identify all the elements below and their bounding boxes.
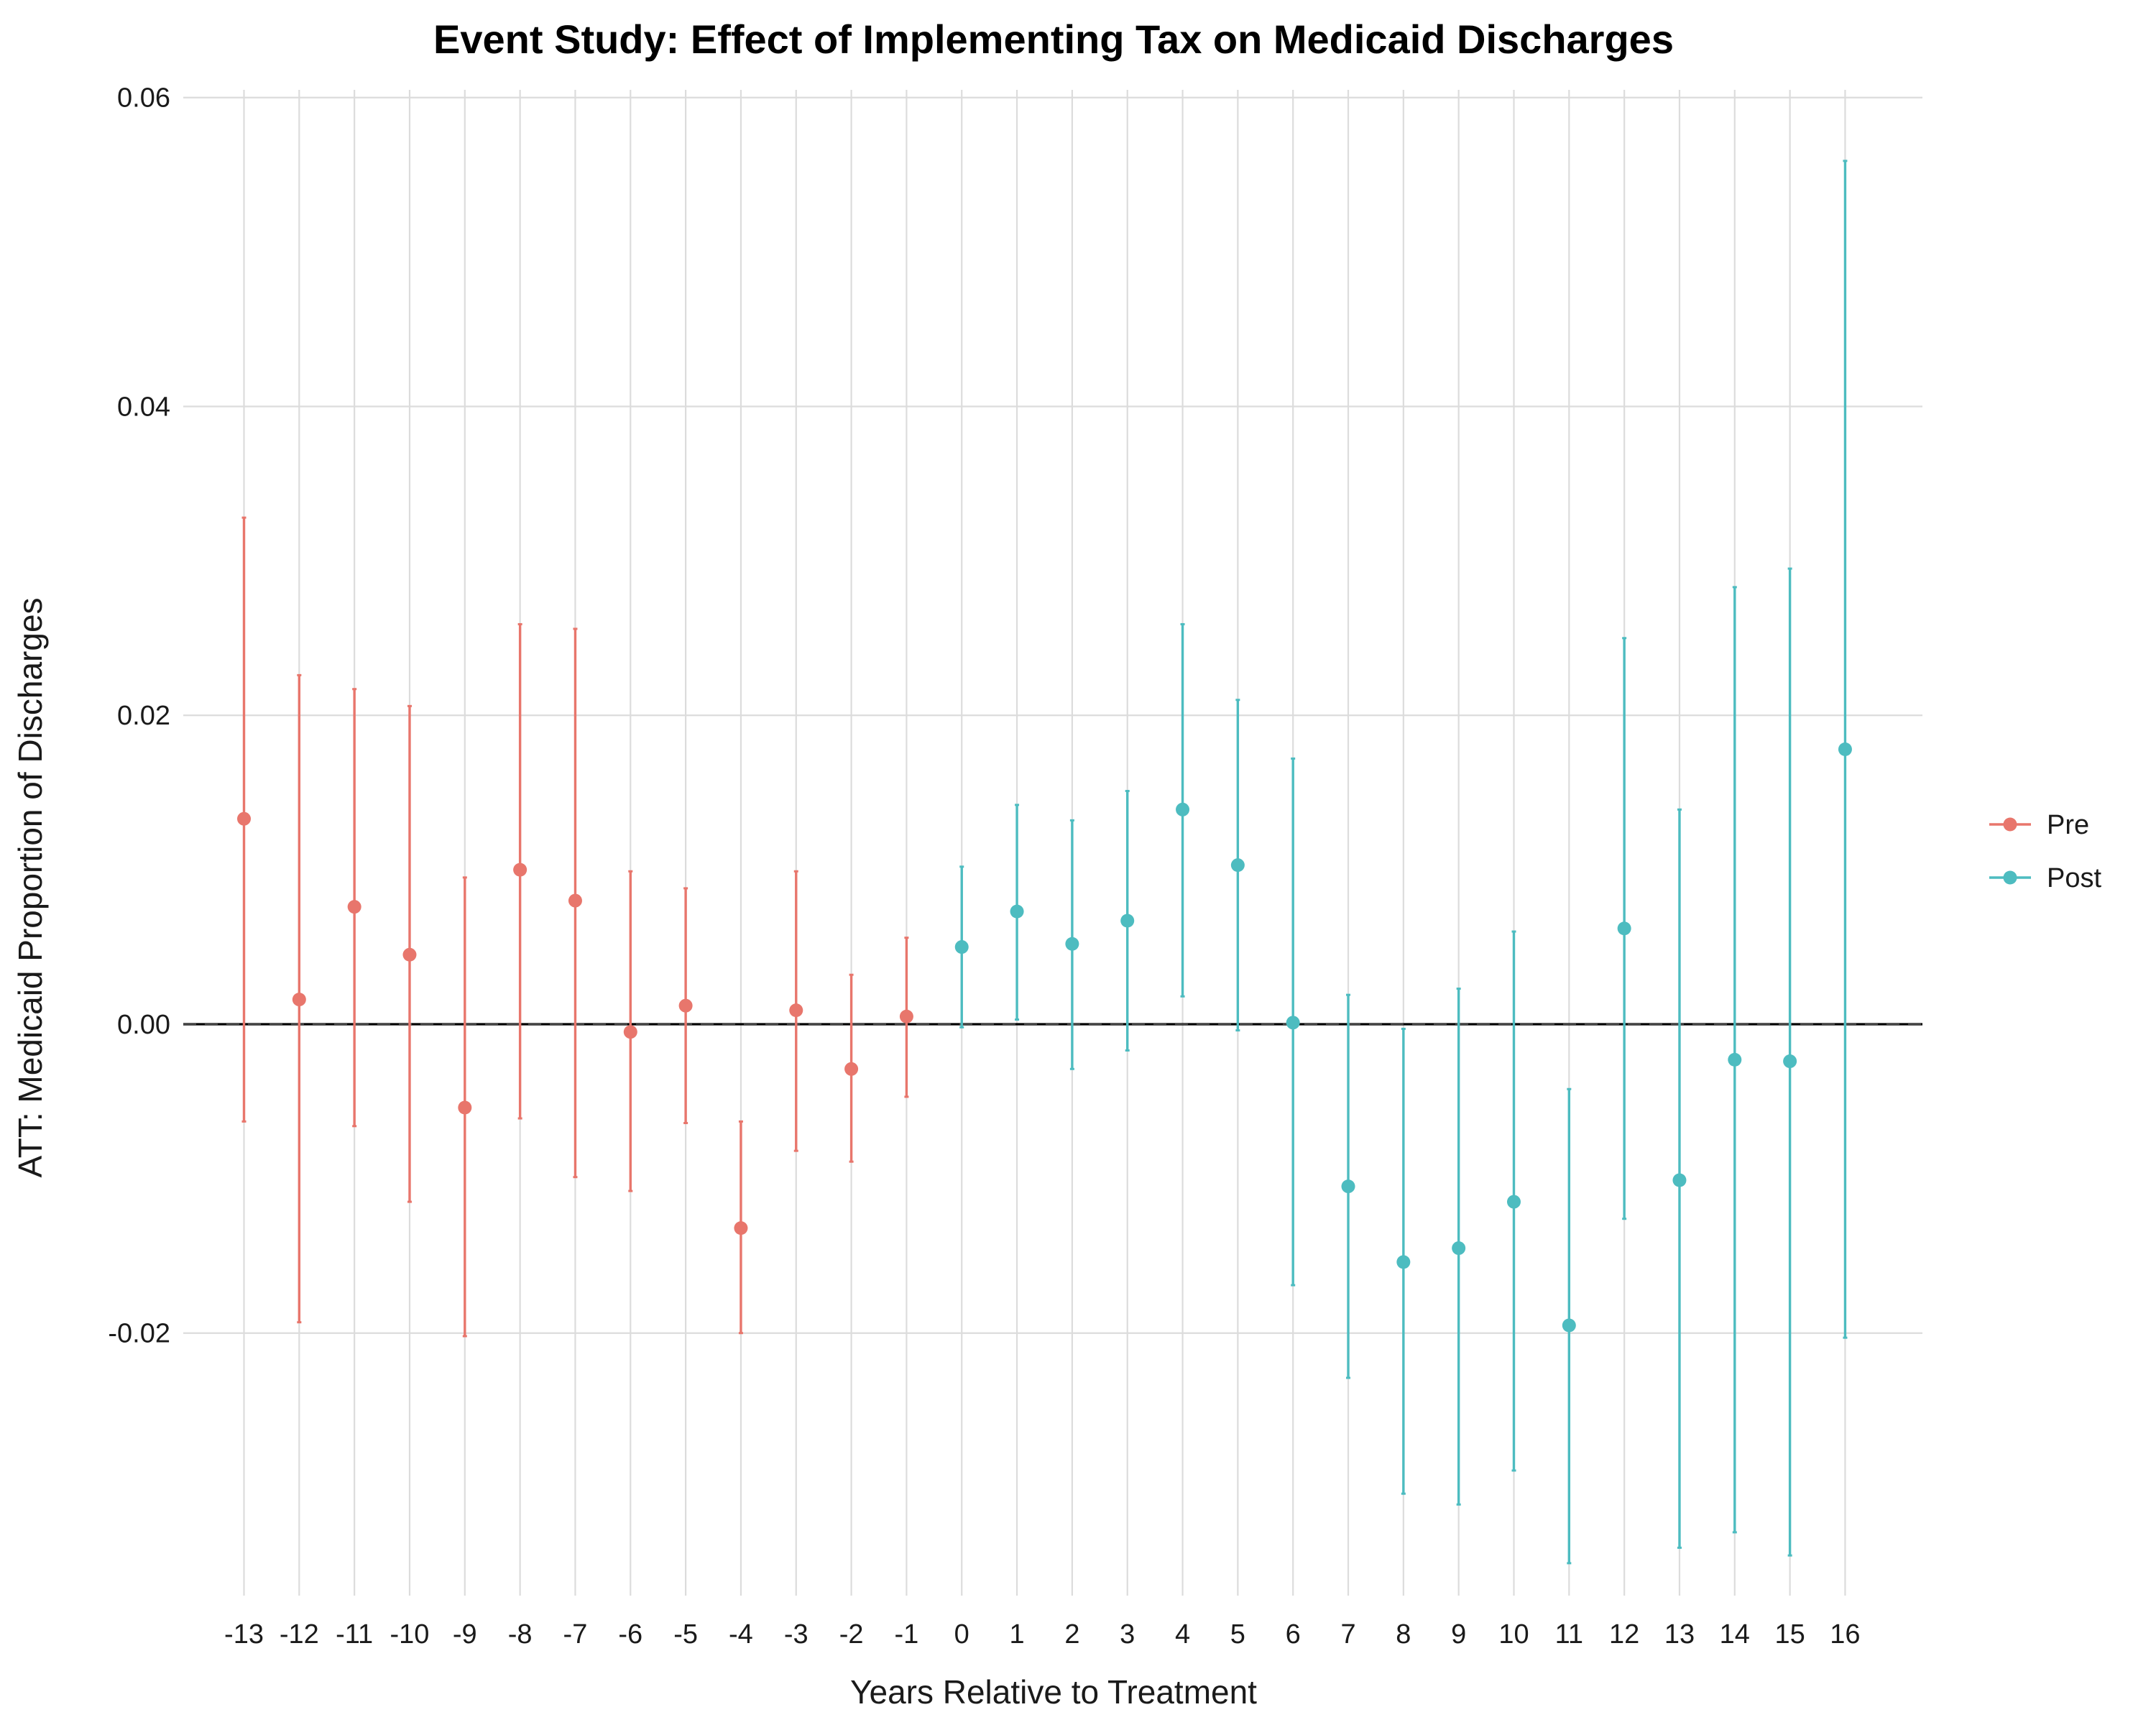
x-tick-label: -10 [390, 1619, 430, 1650]
x-tick-label: 8 [1396, 1619, 1411, 1650]
data-point [1396, 1255, 1411, 1269]
data-point [1341, 1179, 1355, 1194]
y-tick-label: 0.00 [117, 1010, 170, 1040]
x-tick-label: -5 [673, 1619, 698, 1650]
data-point [1728, 1052, 1742, 1067]
series-marks [237, 160, 1852, 1565]
y-axis-title: ATT: Medicaid Proportion of Discharges [11, 597, 49, 1177]
x-tick-label: 1 [1009, 1619, 1024, 1650]
data-point [789, 1003, 803, 1018]
x-tick-label: 15 [1774, 1619, 1805, 1650]
x-tick-label: -1 [895, 1619, 919, 1650]
data-point [292, 993, 306, 1007]
y-tick-label: 0.06 [117, 83, 170, 114]
x-tick-label: -12 [280, 1619, 319, 1650]
x-tick-label: 10 [1498, 1619, 1529, 1650]
x-tick-label: -11 [336, 1619, 373, 1650]
x-tick-label: -9 [453, 1619, 477, 1650]
x-tick-label: 12 [1609, 1619, 1639, 1650]
legend: Pre Post [1989, 810, 2101, 893]
x-tick-label: -8 [508, 1619, 533, 1650]
x-tick-label: -2 [839, 1619, 864, 1650]
data-point [458, 1100, 472, 1115]
data-point [1120, 914, 1135, 928]
x-tick-label: 3 [1120, 1619, 1135, 1650]
x-tick-label: -3 [784, 1619, 808, 1650]
x-tick-label: 6 [1286, 1619, 1301, 1650]
x-tick-label: -4 [729, 1619, 753, 1650]
data-point [1452, 1241, 1466, 1256]
data-point [1838, 742, 1852, 757]
data-point [1562, 1318, 1576, 1333]
x-tick-label: 5 [1230, 1619, 1245, 1650]
data-point [1783, 1054, 1797, 1069]
data-point [1286, 1016, 1300, 1030]
x-tick-label: 13 [1664, 1619, 1695, 1650]
y-tick-label: 0.02 [117, 701, 170, 731]
x-tick-label: 11 [1555, 1619, 1583, 1650]
data-point [1506, 1195, 1521, 1209]
x-axis-ticks: -13 -12 -11 -10 -9 -8 -7 -6 -5 -4 -3 -2 -1 0 1 2 3 4 5 6 7 8 9… [224, 1619, 1861, 1650]
data-point [568, 893, 582, 908]
data-point [1010, 904, 1024, 919]
y-tick-label: -0.02 [108, 1319, 170, 1349]
data-point [402, 947, 417, 962]
data-point [237, 811, 252, 826]
data-point [1230, 858, 1245, 873]
data-point [844, 1062, 859, 1076]
data-point [1176, 802, 1190, 816]
x-axis-title: Years Relative to Treatment [850, 1673, 1257, 1711]
legend-marker [2003, 817, 2017, 832]
x-tick-label: 9 [1451, 1619, 1466, 1650]
data-point [678, 998, 693, 1013]
gridlines [183, 90, 1922, 1596]
y-axis-ticks: -0.02 0.00 0.02 0.04 0.06 [108, 83, 170, 1349]
data-point [623, 1025, 637, 1039]
x-tick-label: 2 [1064, 1619, 1079, 1650]
x-tick-label: 14 [1720, 1619, 1750, 1650]
data-point [513, 862, 528, 877]
data-point [734, 1221, 748, 1236]
data-point [1617, 921, 1631, 936]
data-point [347, 900, 361, 914]
x-tick-label: 16 [1830, 1619, 1860, 1650]
x-tick-label: 4 [1175, 1619, 1190, 1650]
legend-label: Pre [2047, 810, 2089, 840]
data-point [954, 940, 969, 954]
x-tick-label: -6 [618, 1619, 642, 1650]
legend-label: Post [2047, 863, 2101, 893]
chart-title: Event Study: Effect of Implementing Tax … [433, 17, 1674, 62]
data-point [1672, 1173, 1687, 1187]
x-tick-label: -13 [224, 1619, 264, 1650]
legend-item-pre: Pre [1989, 810, 2089, 840]
data-point [899, 1009, 913, 1024]
series-post [954, 160, 1852, 1565]
x-tick-label: -7 [563, 1619, 588, 1650]
y-tick-label: 0.04 [117, 392, 170, 422]
legend-marker [2003, 870, 2017, 885]
legend-item-post: Post [1989, 863, 2101, 893]
series-pre [237, 516, 913, 1338]
data-point [1065, 937, 1079, 951]
x-tick-label: 0 [954, 1619, 969, 1650]
x-tick-label: 7 [1340, 1619, 1355, 1650]
